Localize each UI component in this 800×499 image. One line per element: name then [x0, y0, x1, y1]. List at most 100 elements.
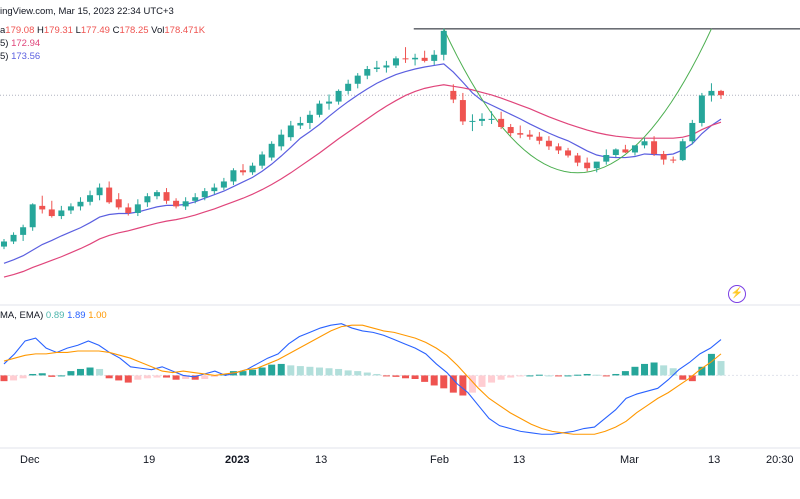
cup-arc: [443, 28, 712, 174]
volume-label: Vol: [151, 25, 165, 36]
ohlc-high-value: 179.31: [43, 25, 73, 36]
candle: [182, 197, 189, 210]
candle: [536, 132, 543, 145]
candle: [670, 156, 677, 164]
x-tick-label: 13: [708, 454, 720, 466]
ema-slow-legend[interactable]: 5) 172.94: [0, 38, 40, 50]
macd-histogram-bar: [48, 375, 56, 377]
candle: [440, 28, 447, 61]
macd-hist-value: 0.89: [45, 310, 65, 321]
source-line: ingView.com, Mar 15, 2023 22:34 UTC+3: [0, 6, 174, 18]
candle: [612, 148, 619, 158]
macd-signal-value: 1.00: [88, 310, 107, 321]
x-tick-label: 13: [315, 454, 327, 466]
candle-body: [469, 120, 476, 122]
macd-histogram-bar: [497, 375, 505, 380]
candle-body: [240, 170, 246, 173]
candle: [660, 150, 667, 165]
candle: [240, 164, 246, 176]
macd-histogram-bar: [210, 375, 218, 377]
candle: [412, 53, 419, 66]
candle: [641, 138, 648, 149]
candle: [211, 183, 218, 195]
x-tick-label: Mar: [620, 454, 639, 466]
candle: [479, 113, 485, 126]
candle-body: [201, 191, 208, 198]
macd-histogram-bar: [382, 375, 390, 377]
candle-body: [431, 54, 438, 61]
candle-body: [211, 187, 218, 192]
macd-legend[interactable]: MA, EMA) 0.89 1.89 1.00: [0, 310, 107, 322]
candle-body: [708, 90, 715, 96]
candle-body: [402, 58, 409, 60]
ema-slow-line: [3, 84, 722, 278]
macd-histogram-bar: [239, 371, 247, 376]
macd-line: [3, 323, 722, 435]
macd-histogram-bar: [650, 362, 658, 376]
candle: [603, 149, 610, 165]
candle: [87, 190, 94, 206]
macd-histogram-bar: [354, 371, 362, 376]
candle: [373, 60, 380, 73]
macd-histogram-bar: [306, 366, 314, 376]
candle: [622, 144, 629, 153]
candle: [153, 190, 160, 200]
macd-histogram-bar: [249, 369, 257, 376]
candle: [631, 145, 638, 156]
macd-histogram-bar: [602, 375, 610, 377]
macd-histogram-bar: [669, 368, 677, 376]
ohlc-high-label: H: [37, 25, 44, 36]
lightning-icon[interactable]: ⚡: [728, 285, 746, 303]
source-text: ingView.com, Mar 15, 2023 22:34 UTC+3: [0, 6, 174, 17]
macd-histogram-bar: [96, 368, 104, 376]
ohlc-close-label: C: [112, 25, 120, 36]
candle: [268, 141, 275, 161]
candle-body: [698, 95, 705, 123]
macd-histogram-bar: [29, 373, 37, 376]
macd-histogram-bar: [392, 375, 400, 377]
candle-body: [182, 201, 189, 207]
macd-panel: [0, 323, 800, 435]
candle-body: [622, 149, 629, 153]
macd-histogram-bar: [440, 375, 448, 389]
candle: [20, 224, 27, 241]
candle-body: [48, 209, 55, 217]
macd-histogram-bar: [478, 375, 486, 387]
candle: [326, 94, 333, 110]
candle-body: [450, 90, 457, 100]
candle: [192, 193, 199, 204]
candle-body: [287, 125, 294, 138]
candle: [249, 162, 256, 175]
ohlc-line: a179.08 H179.31 L177.49 C178.25 Vol178.4…: [0, 25, 205, 37]
candle-body: [106, 187, 113, 203]
candle-body: [39, 205, 46, 210]
ema-fast-value: 173.56: [11, 51, 41, 62]
candle-body: [134, 204, 141, 213]
ohlc-low-value: 177.49: [80, 25, 110, 36]
candle-body: [163, 192, 170, 201]
candle: [1, 238, 7, 250]
macd-histogram-bar: [468, 375, 476, 393]
candle-body: [517, 133, 524, 135]
candle: [593, 161, 600, 173]
candle-body: [536, 136, 543, 141]
candle-body: [412, 57, 419, 60]
macd-histogram-bar: [612, 373, 620, 376]
macd-histogram-bar: [688, 375, 696, 382]
candle-body: [335, 90, 342, 102]
macd-histogram-bar: [191, 375, 199, 380]
macd-histogram-bar: [583, 373, 591, 376]
macd-histogram-bar: [660, 365, 668, 376]
ema-fast-label: 5): [0, 51, 9, 62]
macd-histogram-bar: [344, 370, 352, 376]
macd-histogram-bar: [201, 375, 209, 379]
ema-fast-legend[interactable]: 5) 173.56: [0, 51, 40, 63]
candle-body: [593, 161, 600, 169]
candle-body: [77, 201, 84, 207]
candle: [584, 157, 591, 172]
macd-histogram-bar: [124, 375, 132, 383]
macd-histogram-bar: [335, 368, 343, 376]
macd-histogram-bar: [717, 361, 725, 376]
candle: [29, 203, 36, 231]
